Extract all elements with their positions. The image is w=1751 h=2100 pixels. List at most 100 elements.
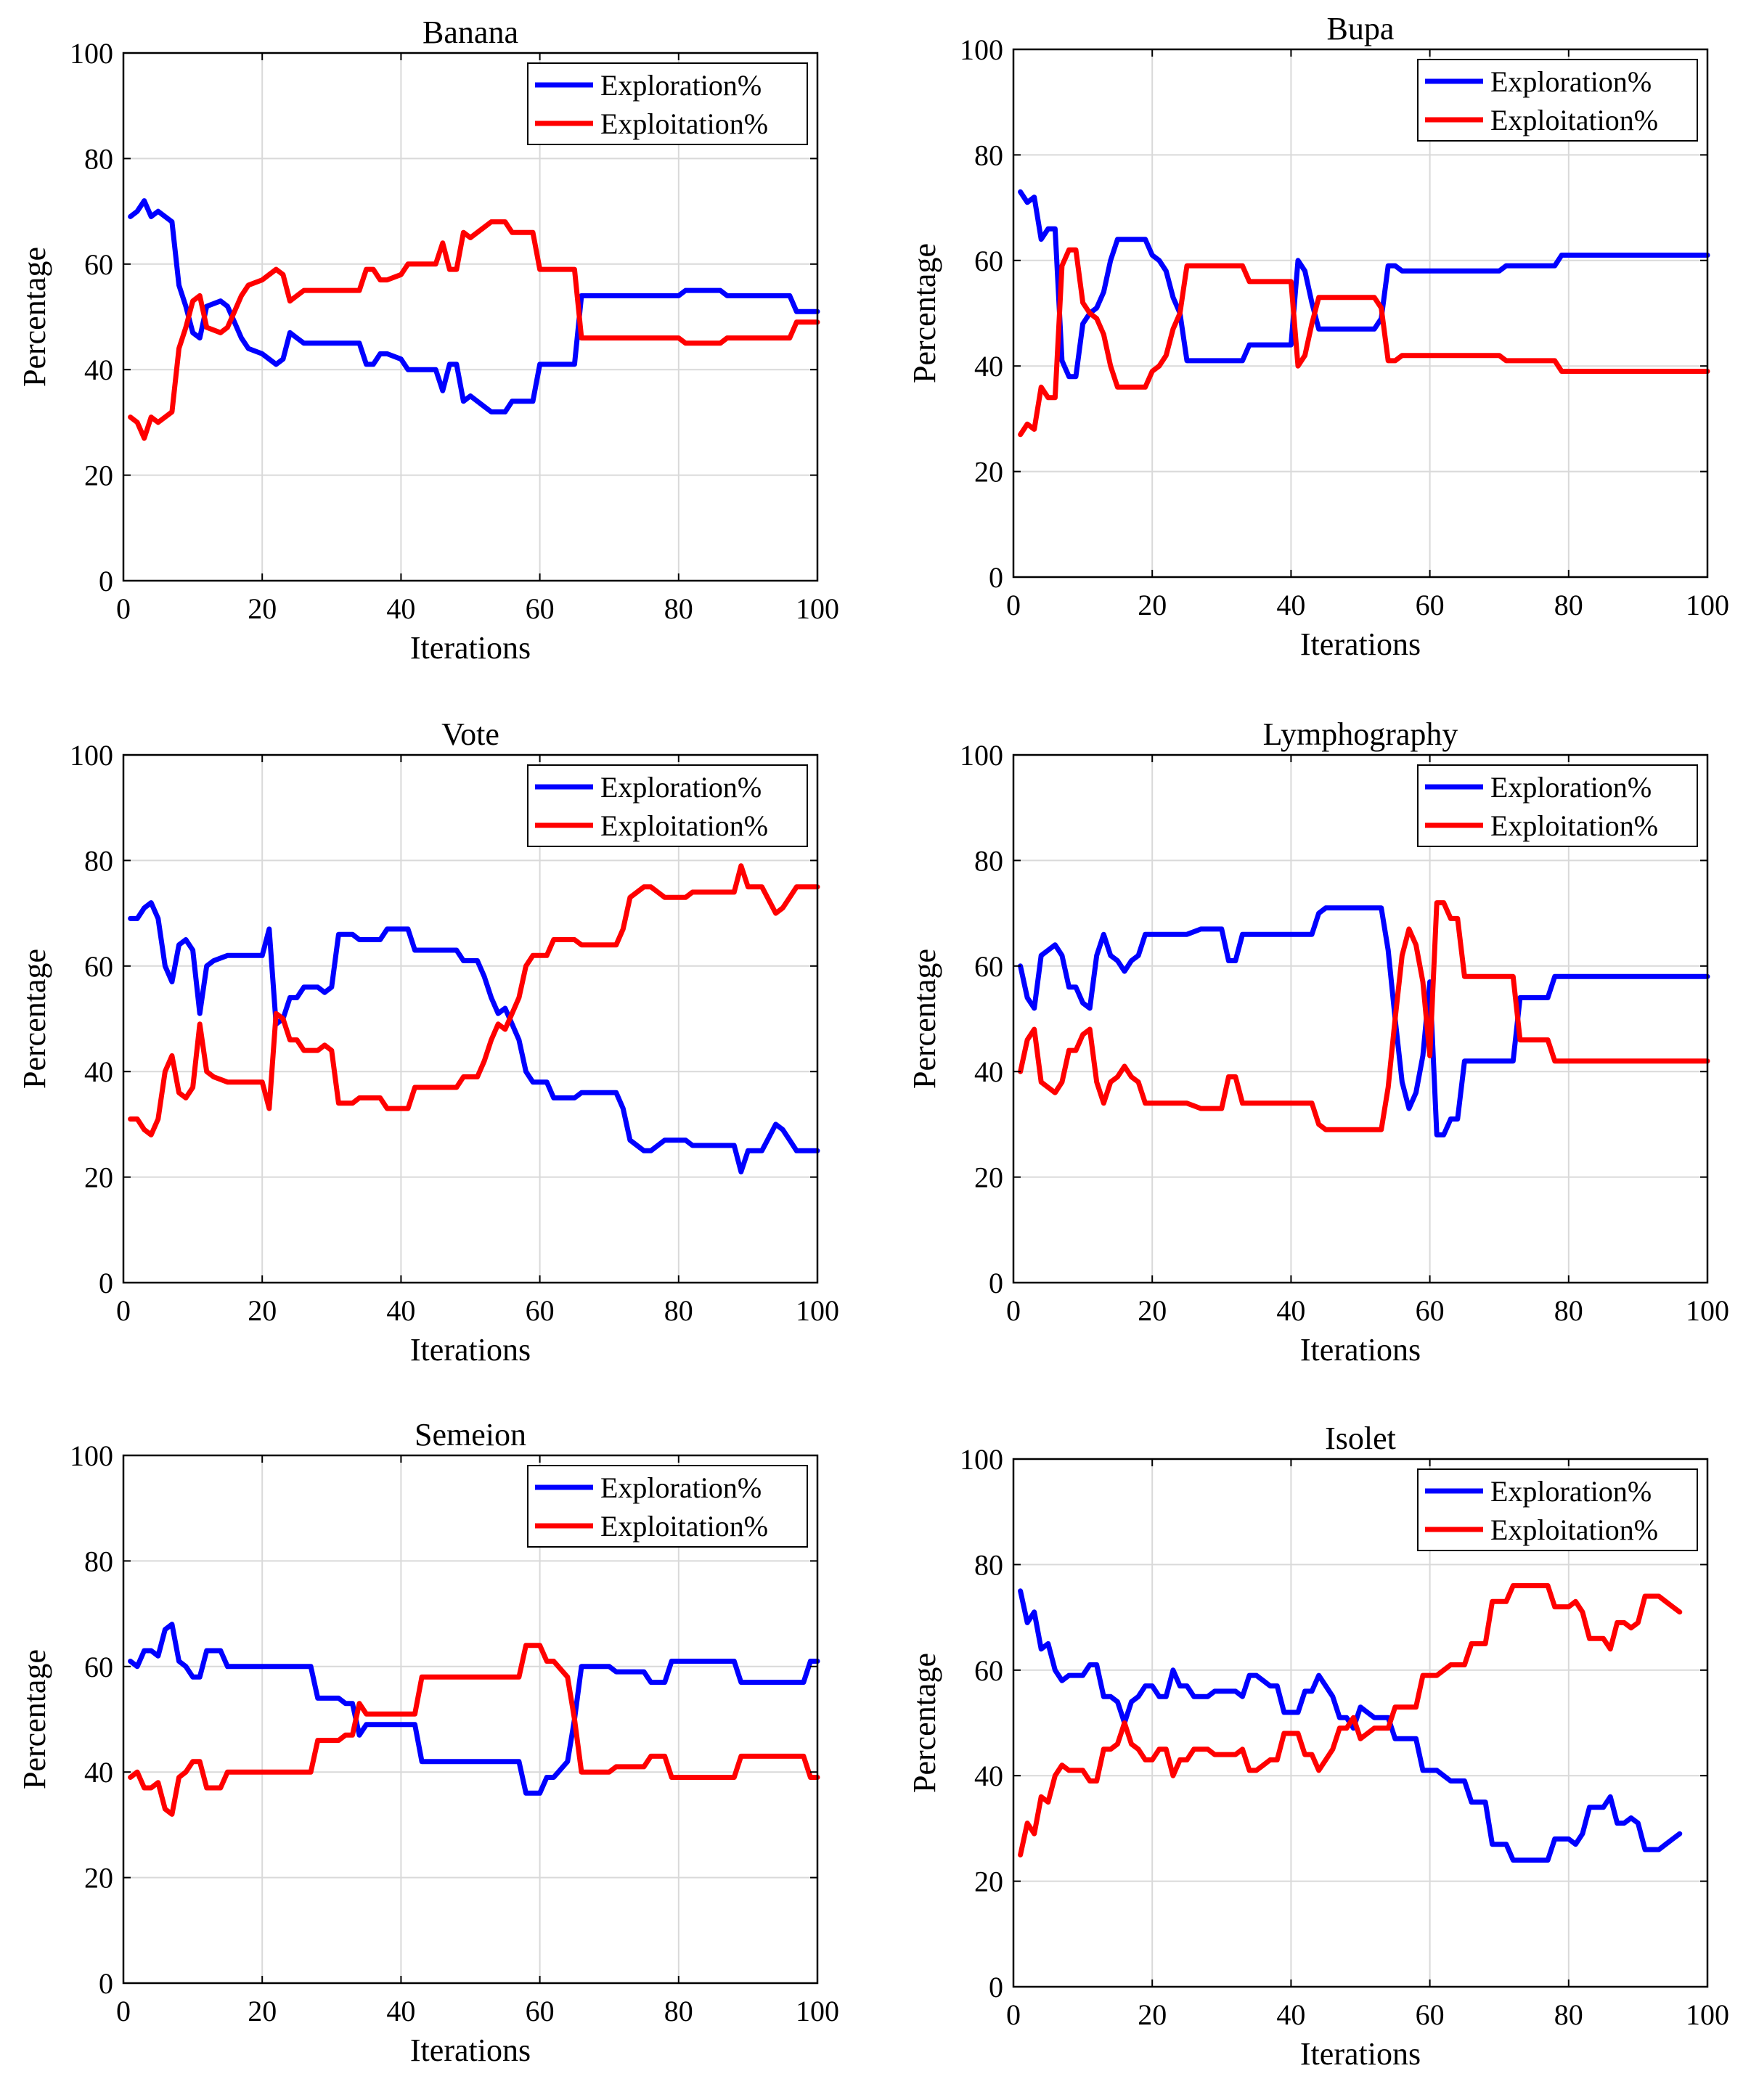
y-tick-label: 80	[84, 1545, 113, 1577]
series-line-exploitation	[1018, 1583, 1683, 1858]
y-tick-label: 40	[84, 354, 113, 386]
chart-panel-semeion: 0 20 40 60 80 100 0 20 40 60 80 100 Semeion Iteration…	[17, 1417, 839, 2068]
legend-box	[1417, 1468, 1698, 1551]
y-tick-label: 80	[84, 844, 113, 877]
y-tick-label: 100	[960, 33, 1003, 66]
y-tick-label: 0	[989, 1267, 1003, 1299]
y-tick-label: 0	[99, 565, 113, 597]
chart-title: Bupa	[1327, 11, 1395, 46]
legend-label: Exploitation%	[1490, 809, 1658, 842]
y-tick-label: 40	[84, 1055, 113, 1088]
x-tick-label: 60	[1416, 1998, 1445, 2031]
legend-label: Exploitation%	[1490, 104, 1658, 136]
series-line-exploitation	[128, 219, 820, 441]
y-axis-label: Percentage	[17, 247, 52, 387]
series-line-exploration	[128, 900, 820, 1174]
x-tick-label: 100	[796, 592, 839, 625]
x-tick-label: 20	[1138, 589, 1167, 621]
axes-box	[122, 753, 819, 1284]
chart-title: Isolet	[1325, 1421, 1396, 1456]
legend: Exploration% Exploitation%	[527, 1465, 808, 1548]
y-tick-label: 20	[84, 459, 113, 492]
x-tick-label: 100	[1686, 1998, 1729, 2031]
legend: Exploration% Exploitation%	[1417, 59, 1698, 142]
axes-box	[1012, 753, 1709, 1284]
series-line-exploration	[1018, 1588, 1683, 1863]
x-tick-label: 60	[1416, 589, 1445, 621]
y-tick-label: 20	[84, 1161, 113, 1194]
x-tick-label: 80	[1554, 589, 1583, 621]
x-tick-label: 40	[1276, 589, 1305, 621]
y-tick-label: 100	[960, 739, 1003, 772]
legend-label: Exploration%	[1490, 1475, 1652, 1508]
x-tick-label: 20	[1138, 1294, 1167, 1327]
x-axis-label: Iterations	[410, 2032, 531, 2068]
series-line-exploitation	[1018, 247, 1710, 438]
y-tick-label: 100	[70, 739, 113, 772]
x-tick-label: 40	[386, 1995, 415, 2027]
series-line-exploitation	[128, 1643, 820, 1817]
legend-label: Exploration%	[1490, 771, 1652, 804]
legend-box	[527, 1465, 808, 1548]
series-line-exploitation	[128, 863, 820, 1137]
x-tick-label: 100	[1686, 1294, 1729, 1327]
y-tick-label: 20	[84, 1862, 113, 1895]
x-tick-label: 60	[526, 1294, 555, 1327]
x-tick-label: 80	[664, 1294, 693, 1327]
series-line-exploration	[1018, 905, 1710, 1137]
y-axis-label: Percentage	[17, 949, 52, 1089]
x-tick-label: 40	[386, 592, 415, 625]
x-tick-label: 20	[248, 592, 277, 625]
x-tick-label: 0	[116, 592, 131, 625]
y-tick-label: 80	[974, 1548, 1003, 1581]
legend-label: Exploration%	[600, 771, 762, 804]
chart-title: Vote	[441, 716, 499, 752]
y-tick-label: 0	[99, 1967, 113, 2000]
chart-title: Lymphography	[1263, 716, 1458, 752]
axes-box	[1012, 48, 1709, 579]
y-tick-label: 60	[84, 248, 113, 281]
x-axis-label: Iterations	[1300, 2036, 1421, 2072]
x-tick-label: 0	[1006, 589, 1021, 621]
series-line-exploration	[128, 1622, 820, 1796]
chart-panel-isolet: 0 20 40 60 80 100 0 20 40 60 80 100 Isolet Iterations…	[907, 1421, 1729, 2072]
y-tick-label: 0	[989, 561, 1003, 594]
x-axis-label: Iterations	[1300, 1332, 1421, 1368]
axes-box	[122, 1454, 819, 1985]
y-axis-label: Percentage	[907, 1653, 942, 1793]
legend-box	[527, 764, 808, 847]
x-tick-label: 0	[116, 1995, 131, 2027]
legend-label: Exploration%	[600, 69, 762, 102]
legend-label: Exploration%	[600, 1471, 762, 1504]
series-line-exploration	[1018, 189, 1710, 380]
y-tick-label: 100	[70, 1439, 113, 1472]
y-tick-label: 60	[84, 950, 113, 983]
chart-title: Banana	[423, 15, 518, 50]
x-tick-label: 40	[1276, 1294, 1305, 1327]
legend-label: Exploitation%	[600, 107, 768, 140]
x-tick-label: 80	[664, 1995, 693, 2027]
x-axis-label: Iterations	[410, 1332, 531, 1368]
legend: Exploration% Exploitation%	[527, 62, 808, 145]
y-tick-label: 100	[960, 1443, 1003, 1476]
y-tick-label: 40	[84, 1756, 113, 1789]
axes-box	[122, 52, 819, 582]
y-tick-label: 60	[84, 1651, 113, 1683]
y-tick-label: 80	[84, 142, 113, 175]
x-tick-label: 20	[248, 1995, 277, 2027]
y-tick-label: 0	[989, 1971, 1003, 2003]
chart-panel-vote: 0 20 40 60 80 100 0 20 40 60 80 100 Vote Iterations Pe…	[17, 716, 839, 1368]
x-tick-label: 20	[248, 1294, 277, 1327]
y-tick-label: 40	[974, 1055, 1003, 1088]
x-axis-label: Iterations	[1300, 626, 1421, 662]
y-tick-label: 80	[974, 844, 1003, 877]
x-tick-label: 40	[1276, 1998, 1305, 2031]
x-tick-label: 40	[386, 1294, 415, 1327]
legend: Exploration% Exploitation%	[1417, 1468, 1698, 1551]
x-tick-label: 100	[1686, 589, 1729, 621]
y-tick-label: 60	[974, 1654, 1003, 1687]
chart-panel-banana: 0 20 40 60 80 100 0 20 40 60 80 100 Banana Iterations…	[17, 15, 839, 666]
y-tick-label: 20	[974, 1866, 1003, 1898]
series-line-exploitation	[1018, 900, 1710, 1132]
